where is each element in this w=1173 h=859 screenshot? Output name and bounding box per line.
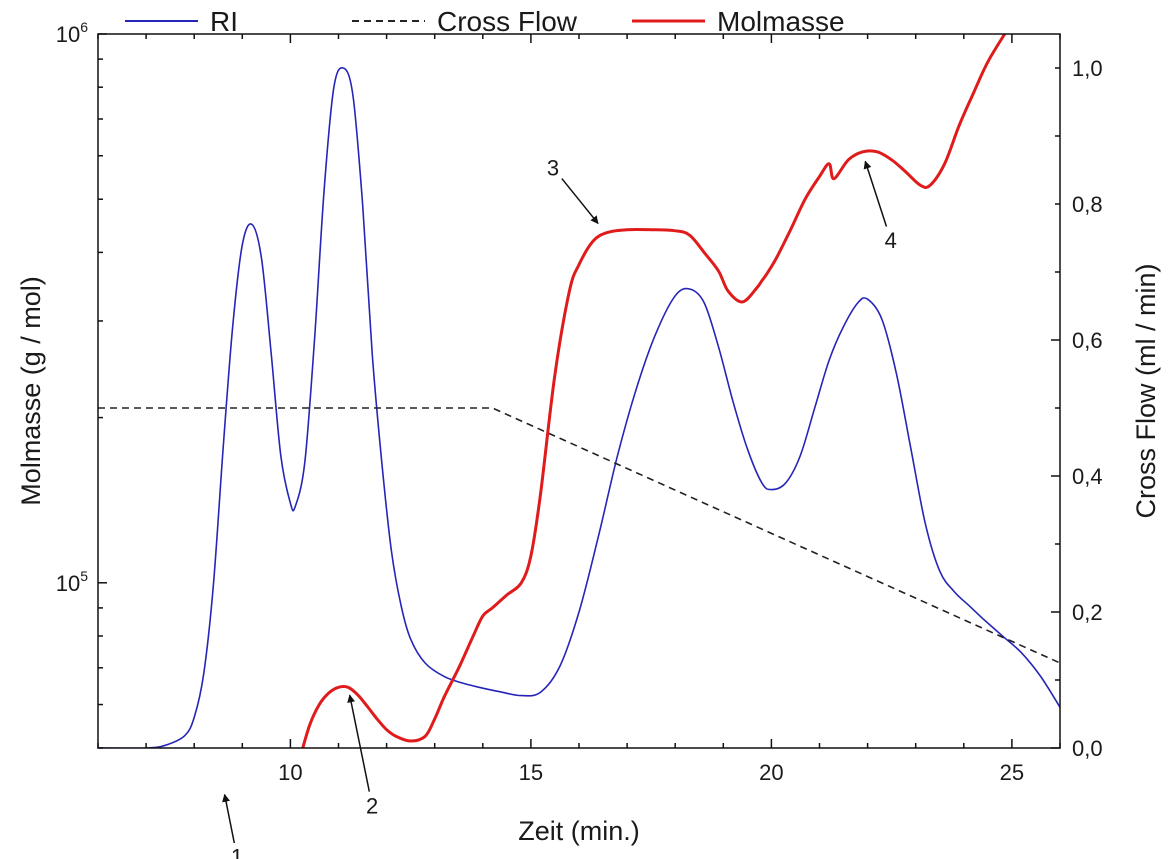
- annotation-arrow-3: [561, 178, 599, 225]
- series-layer: [98, 34, 1060, 748]
- y-axis-left-title: Molmasse (g / mol): [16, 276, 46, 506]
- series-line-ri: [98, 66, 1060, 748]
- series-line-molmasse: [301, 34, 1006, 748]
- annotations: 1 2 3 4: [222, 156, 897, 859]
- y-left-tick-label: 105: [56, 568, 88, 596]
- y-axis-right: 0,0 0,2 0,4 0,6 0,8 1,0: [1051, 56, 1103, 761]
- y-right-tick-label: 0,4: [1072, 464, 1103, 489]
- x-tick-label: 20: [759, 760, 783, 785]
- annotation-label-3: 3: [547, 156, 559, 181]
- y-right-tick-label: 0,2: [1072, 600, 1103, 625]
- legend-label-molmasse: Molmasse: [717, 6, 845, 37]
- plot-frame: [97, 33, 1061, 749]
- annotation-label-2: 2: [366, 793, 378, 818]
- y-left-tick-label: 106: [56, 19, 88, 47]
- x-tick-label: 15: [519, 760, 543, 785]
- legend: RI Cross Flow Molmasse: [125, 6, 845, 37]
- annotation-label-4: 4: [885, 228, 897, 253]
- x-tick-label: 25: [1000, 760, 1024, 785]
- y-right-tick-label: 0,8: [1072, 192, 1103, 217]
- legend-label-cross-flow: Cross Flow: [437, 6, 578, 37]
- annotation-label-1: 1: [231, 845, 243, 859]
- annotation-arrow-4: [863, 160, 888, 227]
- x-axis-title: Zeit (min.): [518, 816, 640, 846]
- y-axis-right-title: Cross Flow (ml / min): [1131, 264, 1161, 519]
- series-line-cross-flow: [98, 407, 1060, 664]
- y-axis-left: 105 106: [56, 19, 107, 749]
- y-right-tick-label: 0,6: [1072, 328, 1103, 353]
- x-axis: 10 15 20 25: [97, 34, 1061, 785]
- legend-label-ri: RI: [210, 6, 238, 37]
- y-right-tick-label: 1,0: [1072, 56, 1103, 81]
- annotation-arrow-1: [222, 793, 236, 844]
- annotation-arrow-2: [347, 694, 371, 792]
- y-right-tick-label: 0,0: [1072, 736, 1103, 761]
- x-tick-label: 10: [278, 760, 302, 785]
